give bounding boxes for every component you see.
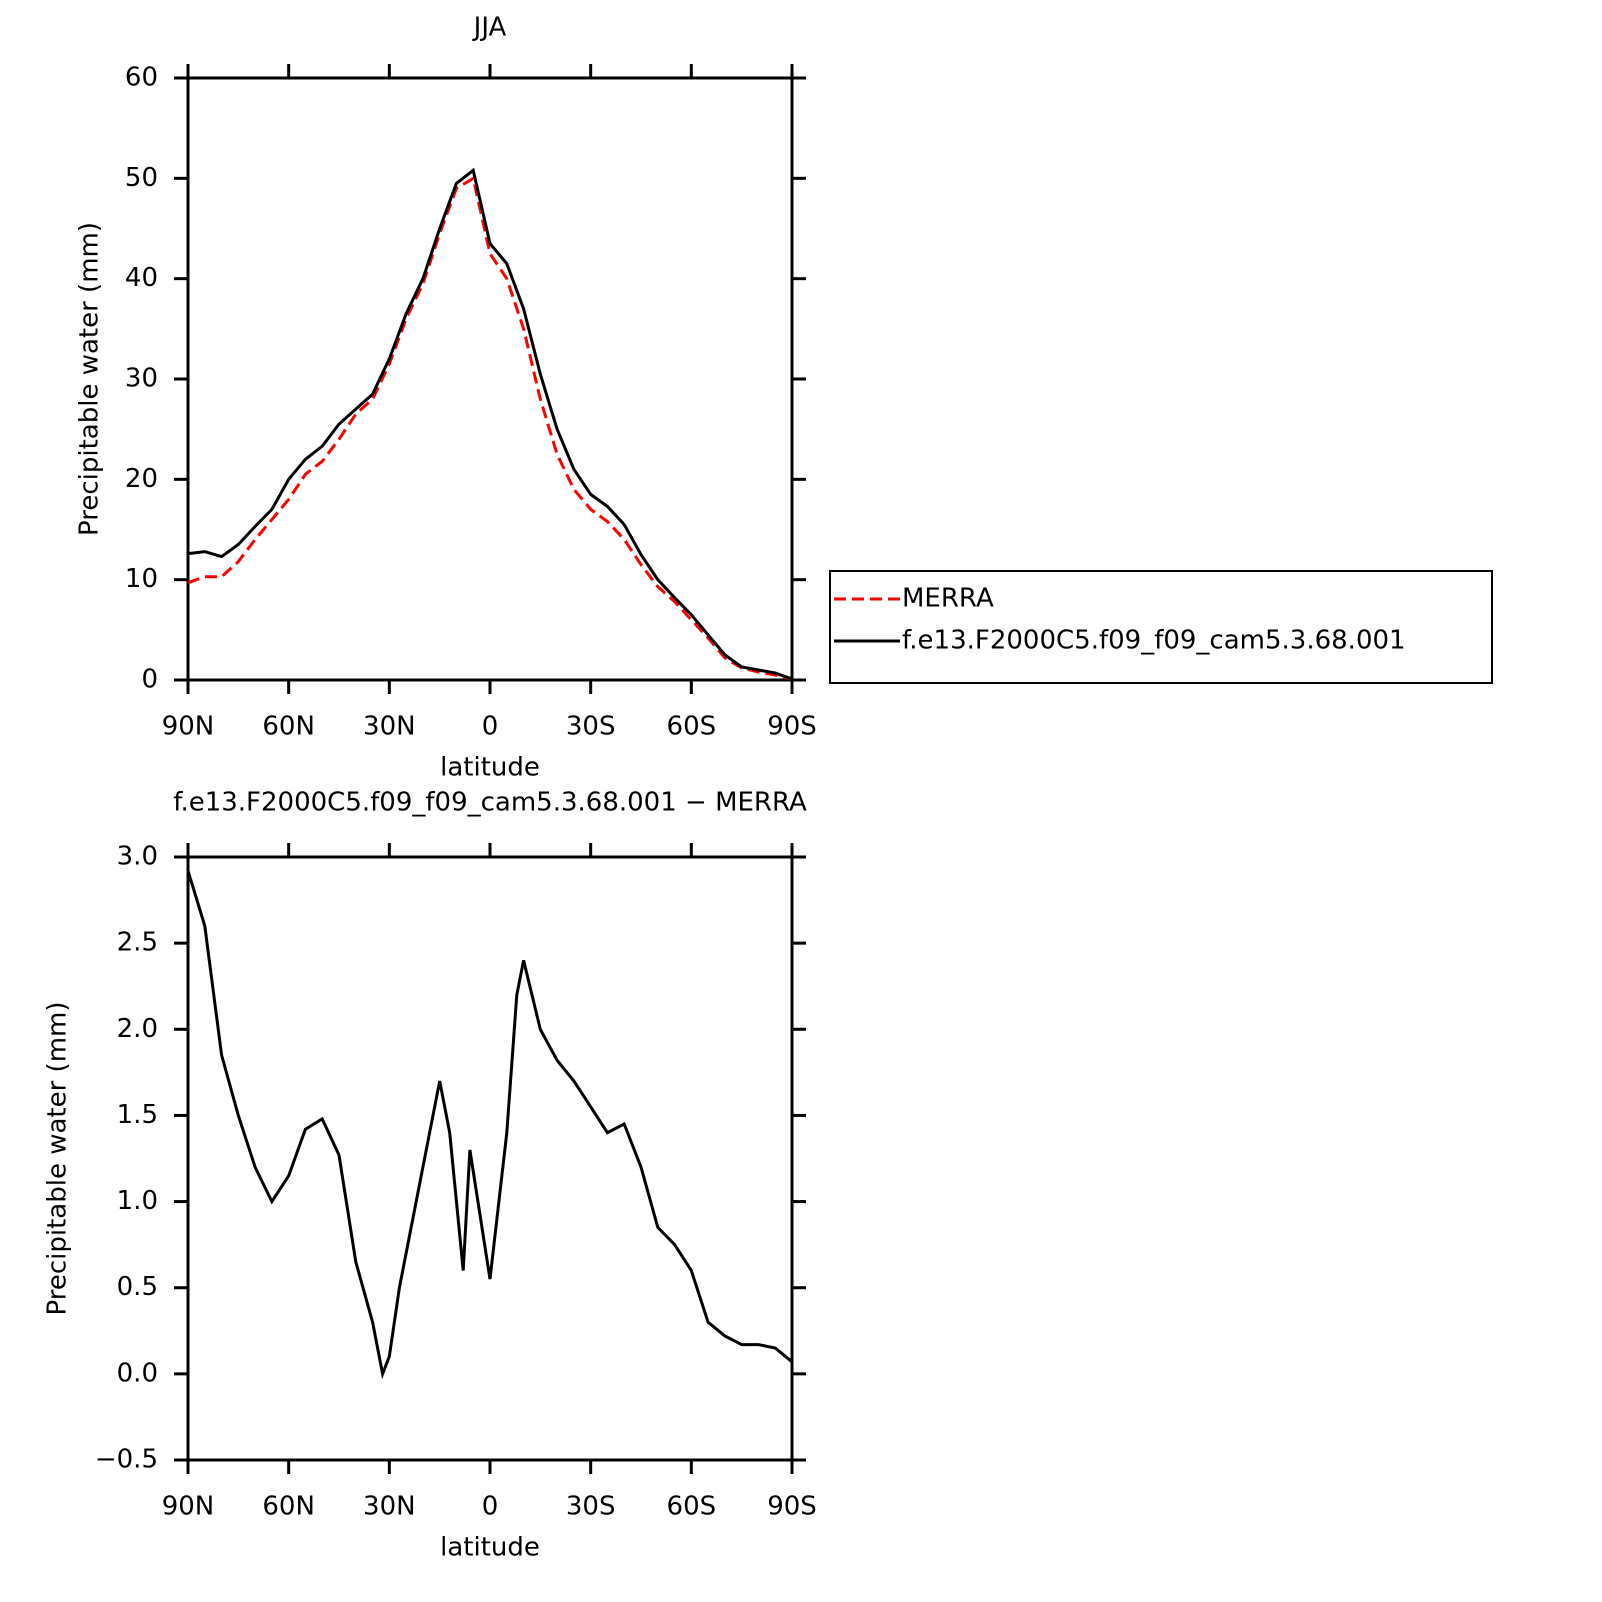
y-tick-label: 3.0 bbox=[117, 842, 158, 872]
x-tick-label: 60N bbox=[262, 712, 315, 742]
x-tick-label: 90S bbox=[767, 1492, 817, 1522]
x-tick-label: 30S bbox=[566, 1492, 616, 1522]
legend-box bbox=[829, 570, 1493, 684]
y-tick-label: 1.5 bbox=[117, 1100, 158, 1130]
y-tick-label: 40 bbox=[125, 263, 158, 293]
legend-label: f.e13.F2000C5.f09_f09_cam5.3.68.001 bbox=[902, 626, 1406, 656]
x-tick-label: 0 bbox=[482, 712, 499, 742]
x-tick-label: 60N bbox=[262, 1492, 315, 1522]
y-tick-label: 60 bbox=[125, 63, 158, 93]
plot-frame bbox=[186, 76, 794, 682]
y-tick-label: −0.5 bbox=[95, 1445, 158, 1475]
y-tick-label: 30 bbox=[125, 364, 158, 394]
legend-label: MERRA bbox=[902, 584, 994, 614]
x-axis-label: latitude bbox=[440, 753, 540, 783]
x-tick-label: 60S bbox=[667, 712, 717, 742]
chart-title: f.e13.F2000C5.f09_f09_cam5.3.68.001 − ME… bbox=[173, 788, 807, 818]
x-tick-label: 30N bbox=[363, 712, 416, 742]
plot-frame bbox=[186, 855, 794, 1462]
x-tick-label: 90N bbox=[162, 1492, 215, 1522]
y-tick-label: 0.0 bbox=[117, 1358, 158, 1388]
x-axis-label: latitude bbox=[440, 1533, 540, 1563]
y-tick-label: 0.5 bbox=[117, 1272, 158, 1302]
x-tick-label: 0 bbox=[482, 1492, 499, 1522]
y-tick-label: 20 bbox=[125, 464, 158, 494]
y-axis-label: Precipitable water (mm) bbox=[43, 1002, 73, 1316]
x-tick-label: 60S bbox=[667, 1492, 717, 1522]
y-tick-label: 2.5 bbox=[117, 928, 158, 958]
data-line bbox=[186, 870, 793, 1380]
y-tick-label: 1.0 bbox=[117, 1186, 158, 1216]
chart-title: JJA bbox=[472, 13, 507, 43]
y-tick-label: 10 bbox=[125, 564, 158, 594]
data-line bbox=[187, 175, 793, 681]
x-tick-label: 90N bbox=[162, 712, 215, 742]
x-tick-label: 90S bbox=[767, 712, 817, 742]
y-tick-label: 50 bbox=[125, 163, 158, 193]
y-axis-label: Precipitable water (mm) bbox=[75, 222, 105, 536]
y-tick-label: 2.0 bbox=[117, 1014, 158, 1044]
x-tick-label: 30N bbox=[363, 1492, 416, 1522]
x-tick-label: 30S bbox=[566, 712, 616, 742]
y-tick-label: 0 bbox=[141, 665, 158, 695]
data-line bbox=[187, 167, 793, 681]
